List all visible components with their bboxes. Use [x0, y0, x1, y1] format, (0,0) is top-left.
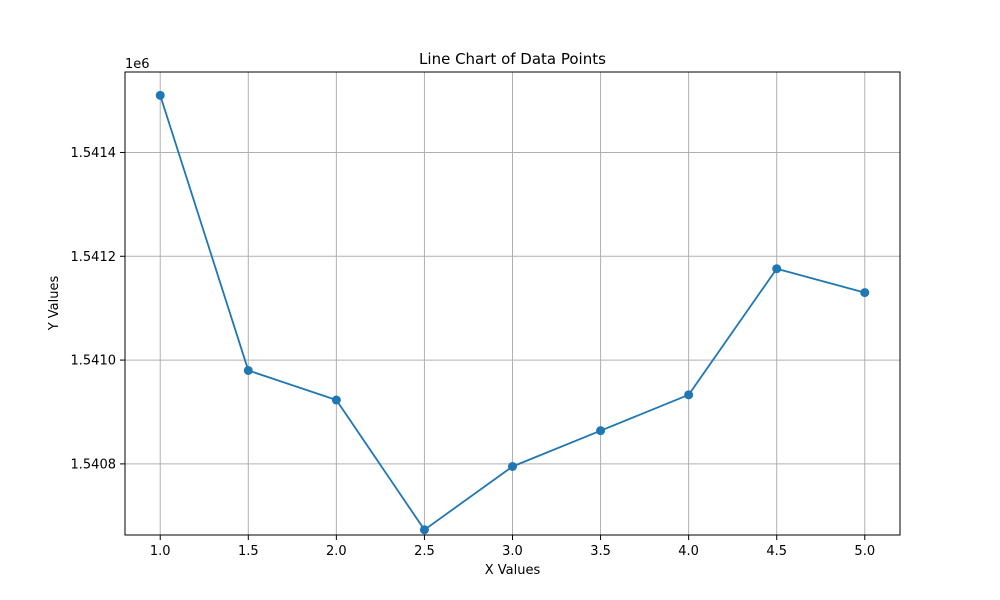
x-tick-label: 5.0: [854, 544, 875, 559]
data-point-marker: [772, 264, 782, 274]
x-tick-label: 2.5: [414, 544, 435, 559]
y-offset-label: 1e6: [125, 57, 150, 72]
y-tick-label: 1.5414: [71, 146, 117, 161]
x-tick-label: 2.0: [326, 544, 347, 559]
data-point-marker: [331, 395, 341, 405]
plot-area-frame: [124, 71, 901, 536]
y-tick-label: 1.5412: [71, 250, 117, 265]
x-tick-label: 1.0: [150, 544, 171, 559]
y-tick-label: 1.5408: [71, 457, 117, 472]
chart-title: Line Chart of Data Points: [419, 50, 606, 68]
data-point-marker: [419, 525, 429, 535]
x-tick-label: 3.5: [590, 544, 611, 559]
data-point-marker: [684, 390, 694, 400]
x-tick-label: 3.0: [502, 544, 523, 559]
data-point-marker: [596, 426, 606, 436]
x-tick-label: 1.5: [238, 544, 259, 559]
y-tick-label: 1.5410: [71, 354, 117, 369]
data-point-marker: [860, 288, 870, 298]
series-line-layer: [155, 90, 870, 535]
x-tick-label: 4.5: [766, 544, 787, 559]
data-point-marker: [243, 365, 253, 375]
ticks: 1.0 1.5 2.0 2.5 3.0 3.5 4.0 4.5 5.0 1.5408 1.5410 1…: [71, 146, 876, 559]
data-point-marker: [155, 90, 165, 100]
x-tick-label: 4.0: [678, 544, 699, 559]
x-axis-label: X Values: [485, 563, 541, 578]
y-axis-label: Y Values: [47, 276, 62, 332]
grid: [125, 72, 900, 535]
data-point-marker: [508, 461, 517, 471]
